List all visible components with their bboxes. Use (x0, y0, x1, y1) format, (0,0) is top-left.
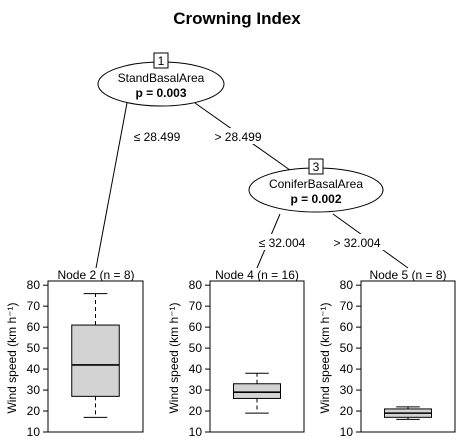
y-tick-label: 80 (27, 278, 41, 292)
y-tick-label: 60 (189, 320, 203, 334)
node-id: 1 (158, 54, 165, 68)
node-id-box (153, 52, 169, 69)
y-tick-label: 20 (27, 404, 41, 418)
y-tick-label: 30 (340, 383, 354, 397)
boxplot-panel-node-4 (209, 280, 305, 433)
edge-label-le-32: ≤ 32.004 (259, 236, 306, 250)
edge-label-bg (209, 128, 267, 144)
inner-node-3: 3 ConiferBasalArea p = 0.002 (248, 158, 384, 213)
y-tick-label: 70 (27, 299, 41, 313)
edge-label-gt-32: > 32.004 (333, 236, 380, 250)
y-tick-label: 80 (340, 278, 354, 292)
inner-node-1: 1 StandBasalArea p = 0.003 (97, 52, 225, 107)
y-tick-label: 10 (340, 425, 354, 439)
iqr-box (233, 383, 281, 399)
edge-1-2 (95, 102, 128, 269)
node-variable: ConiferBasalArea (269, 177, 363, 191)
node-p-value: p = 0.002 (290, 192, 341, 206)
y-tick-label: 40 (27, 362, 41, 376)
node-p-value: p = 0.003 (135, 86, 186, 100)
terminal-label-node-5: Node 5 (n = 8) (369, 268, 446, 282)
edge-label-bg (253, 234, 311, 250)
terminal-label-node-2: Node 2 (n = 8) (57, 268, 134, 282)
terminal-label-node-4: Node 4 (n = 16) (215, 268, 299, 282)
y-tick-label: 30 (189, 383, 203, 397)
edge-label-le-28: ≤ 28.499 (134, 130, 181, 144)
y-tick-label: 70 (189, 299, 203, 313)
y-axis-title: Wind speed (km h⁻¹) (5, 302, 19, 413)
node-id-box (308, 158, 324, 175)
y-axis-title: Wind speed (km h⁻¹) (167, 302, 181, 413)
node-variable: StandBasalArea (118, 71, 205, 85)
y-tick-label: 10 (189, 425, 203, 439)
y-tick-label: 20 (189, 404, 203, 418)
y-tick-label: 60 (27, 320, 41, 334)
y-tick-label: 40 (189, 362, 203, 376)
y-axis-title: Wind speed (km h⁻¹) (318, 302, 332, 413)
edge-label-bg (128, 128, 186, 144)
edge-label-bg (328, 234, 386, 250)
y-tick-label: 10 (27, 425, 41, 439)
y-tick-label: 50 (340, 341, 354, 355)
y-tick-label: 70 (340, 299, 354, 313)
y-tick-label: 50 (27, 341, 41, 355)
y-tick-label: 50 (189, 341, 203, 355)
diagram-title: Crowning Index (173, 9, 301, 28)
y-tick-label: 60 (340, 320, 354, 334)
y-tick-label: 20 (340, 404, 354, 418)
y-tick-label: 80 (189, 278, 203, 292)
node-id: 3 (313, 160, 320, 174)
y-tick-label: 30 (27, 383, 41, 397)
boxplots: 10 20 30 40 50 60 70 80 10 20 30 40 50 60 70 80 10 20 30 40… (27, 278, 432, 439)
edge-label-gt-28: > 28.499 (214, 130, 261, 144)
iqr-box (71, 324, 120, 397)
y-tick-label: 40 (340, 362, 354, 376)
